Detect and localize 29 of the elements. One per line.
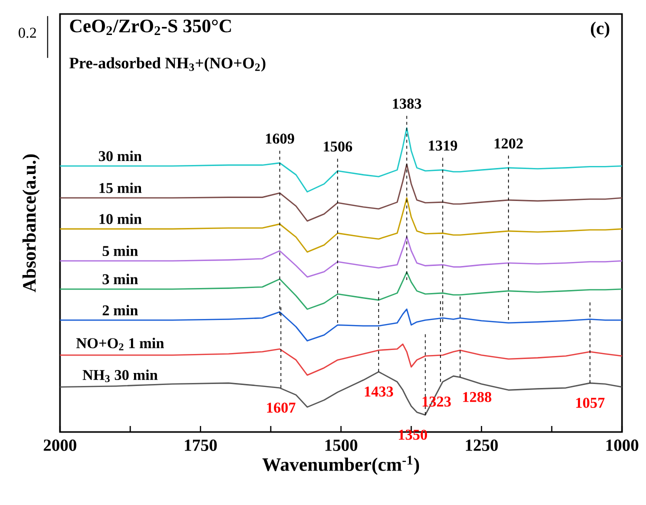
annotation: 1202 bbox=[494, 138, 523, 149]
series-label: 15 min bbox=[100, 182, 142, 194]
text: (c) bbox=[590, 22, 610, 38]
annotation: 1607 bbox=[267, 402, 296, 413]
annotation: 1383 bbox=[393, 98, 422, 109]
series-label: 10 min bbox=[100, 214, 142, 224]
x-tick-label: 1000 bbox=[606, 440, 638, 451]
chart-title: CeO$_{2}$/ZrO$_{2}$-S 350°C bbox=[70, 20, 231, 36]
series-label: 2 min bbox=[102, 304, 138, 316]
annotation: 1506 bbox=[324, 141, 352, 152]
series-label: 30 min bbox=[98, 150, 142, 162]
text: 0.2 bbox=[18, 28, 36, 38]
annotation: 1288 bbox=[463, 392, 492, 402]
x-tick-label: 2000 bbox=[44, 440, 76, 451]
annotation: 1350 bbox=[398, 430, 428, 440]
x-tick-label: 1750 bbox=[184, 440, 217, 451]
series-label: 5 min bbox=[102, 245, 138, 256]
chart-subtitle: Pre-adsorbed NH$_{3}$+(NO+O$_{2}$) bbox=[69, 57, 266, 72]
x-axis-title: Wavenumber(cm$^{-1}$) bbox=[262, 456, 419, 475]
series-label: 3 min bbox=[102, 274, 138, 284]
x-tick-label: 1500 bbox=[325, 440, 358, 451]
series-label: NO+O$_{2}$ 1 min bbox=[76, 338, 164, 350]
annotation: 1319 bbox=[428, 140, 458, 151]
annotation: 1609 bbox=[266, 134, 294, 144]
annotation: 1433 bbox=[364, 386, 394, 397]
series-label: NH$_{3}$ 30 min bbox=[82, 370, 158, 382]
annotation: 1057 bbox=[576, 398, 605, 408]
x-tick-label: 1250 bbox=[466, 440, 498, 451]
y-axis-title: Absorbance(a.u.) bbox=[22, 154, 40, 292]
